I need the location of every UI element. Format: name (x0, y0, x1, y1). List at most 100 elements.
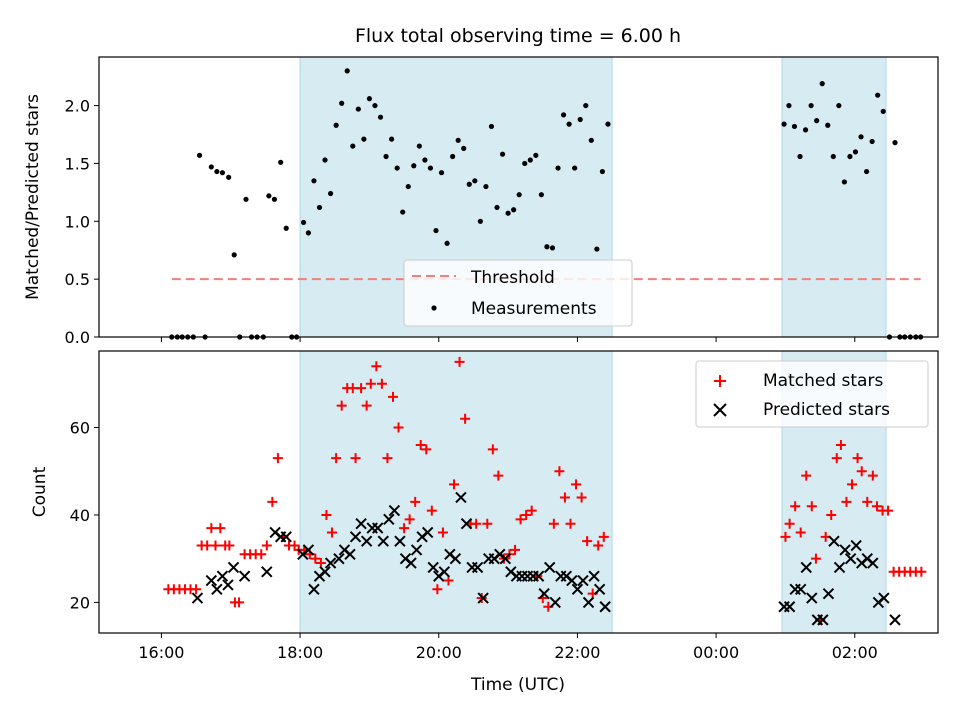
top-shaded-intervals (299, 56, 887, 338)
top-panel-matched-ratio: 0.00.51.01.52.0 Matched/Predicted stars … (23, 56, 939, 347)
measurement-point (455, 137, 461, 143)
measurement-point (450, 153, 456, 160)
matched-star-point (780, 531, 791, 542)
predicted-star-point (344, 548, 356, 561)
matched-star-point (526, 505, 537, 516)
top-x-axis-ticks (160, 337, 856, 342)
predicted-stars-points (191, 491, 901, 626)
predicted-star-point (324, 557, 337, 569)
measurement-point (488, 123, 495, 130)
measurement-point (366, 96, 373, 102)
matched-star-point (565, 518, 576, 529)
matched-star-point (356, 383, 367, 394)
shaded-interval (781, 56, 887, 338)
matched-star-point (256, 549, 267, 560)
matched-star-point (449, 479, 460, 490)
matched-star-point (272, 453, 283, 464)
chart-title: Flux total observing time = 6.00 h (355, 25, 681, 47)
bottom-y-axis-label: Count (30, 466, 50, 517)
bottom-legend: Matched stars Predicted stars (695, 360, 929, 428)
legend-matched-label: Matched stars (763, 371, 883, 391)
measurement-point (555, 165, 561, 171)
measurement-point (355, 106, 361, 112)
matched-star-point (267, 496, 278, 507)
measurement-point (483, 183, 489, 190)
matched-star-point (576, 492, 587, 503)
measurement-point (892, 140, 898, 146)
predicted-star-point (828, 535, 840, 547)
measurement-point (411, 163, 417, 169)
measurement-point (847, 153, 853, 160)
predicted-star-point (599, 601, 611, 613)
measurement-point (797, 153, 803, 160)
predicted-star-point (867, 557, 879, 569)
measurement-point (477, 218, 483, 224)
predicted-star-point (302, 544, 315, 556)
matched-star-point (856, 466, 867, 477)
predicted-star-point (394, 535, 406, 547)
predicted-star-point (471, 561, 484, 574)
predicted-star-point (205, 574, 218, 587)
matched-star-point (582, 536, 593, 547)
measurement-point (361, 136, 367, 142)
measurement-point (422, 157, 428, 163)
measurement-point (461, 145, 467, 152)
matched-star-point (426, 505, 437, 516)
matched-star-point (598, 531, 609, 542)
predicted-star-point (577, 574, 589, 587)
predicted-star-point (455, 491, 467, 504)
matched-star-point (404, 514, 415, 525)
predicted-star-point (839, 544, 851, 556)
matched-star-point (784, 518, 795, 529)
measurement-point (466, 181, 472, 187)
matched-star-point (234, 597, 245, 608)
predicted-star-point (410, 544, 423, 556)
measurement-point (389, 136, 395, 142)
predicted-star-point (822, 587, 835, 600)
measurement-point (400, 209, 406, 215)
predicted-star-point (238, 570, 251, 582)
legend-measurements-label: Measurements (471, 299, 597, 319)
matched-star-point (482, 518, 493, 529)
legend-measurements-swatch (431, 305, 437, 311)
matched-star-point (841, 496, 852, 507)
measurement-point (219, 170, 226, 176)
shaded-interval (299, 350, 613, 634)
measurement-point (316, 204, 323, 211)
measurement-point (594, 246, 600, 252)
matched-star-point (454, 356, 465, 367)
matched-star-point (393, 422, 404, 433)
measurement-point (405, 183, 411, 190)
measurement-point (566, 121, 572, 127)
matched-star-point (206, 523, 217, 534)
predicted-star-point (795, 583, 807, 595)
matched-star-point (515, 514, 526, 525)
predicted-star-point (593, 583, 606, 595)
predicted-star-point (543, 561, 556, 574)
predicted-star-point (806, 592, 818, 604)
matched-star-point (310, 553, 321, 564)
measurement-point (311, 178, 317, 184)
matched-star-point (321, 509, 332, 520)
x-tick-label: 22:00 (554, 643, 600, 662)
matched-star-point (871, 501, 882, 512)
measurement-point (327, 190, 334, 197)
matched-star-point (554, 466, 565, 477)
measurement-point (830, 153, 836, 160)
measurement-point (214, 168, 220, 175)
measurement-point (791, 123, 798, 130)
predicted-star-point (421, 526, 434, 539)
measurement-point (333, 122, 339, 128)
matched-star-point (432, 584, 443, 595)
measurement-point (560, 112, 567, 118)
measurement-point (825, 122, 831, 128)
measurement-point (196, 152, 203, 158)
matched-star-point (571, 479, 582, 490)
matched-star-point (826, 509, 837, 520)
measurement-point (231, 252, 237, 258)
matched-star-point (487, 444, 498, 455)
matched-star-point (215, 523, 226, 534)
predicted-star-point (844, 552, 857, 565)
measurement-point (350, 143, 356, 149)
predicted-star-point (499, 552, 512, 565)
